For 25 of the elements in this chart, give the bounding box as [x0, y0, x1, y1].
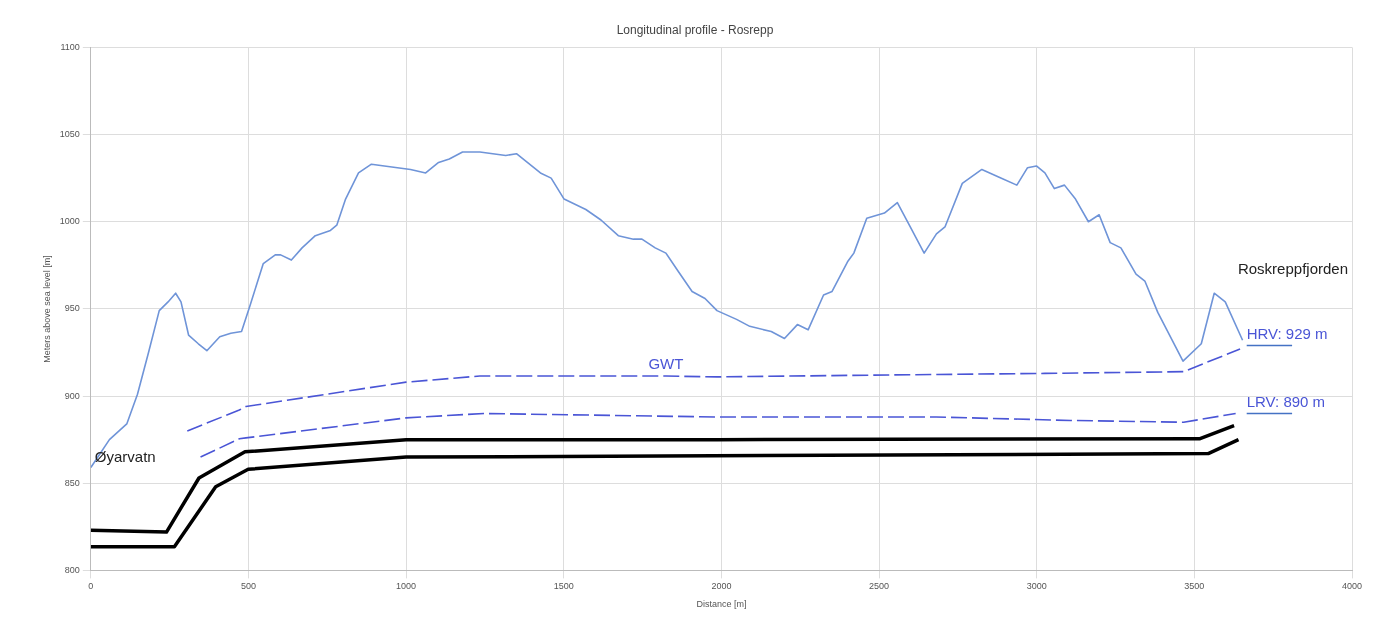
x-axis-title: Distance [m] — [696, 599, 747, 610]
x-tick-label: 4000 — [1341, 581, 1363, 592]
y-tick-label: 1000 — [59, 216, 80, 227]
annotation: LRV: 890 m — [1246, 393, 1326, 411]
y-tick-label: 900 — [64, 390, 80, 401]
y-tick-label: 850 — [64, 477, 80, 488]
x-tick-label: 2000 — [711, 581, 732, 592]
line-series — [186, 348, 1241, 432]
y-tick-label: 800 — [64, 564, 80, 575]
x-tick-label: 500 — [240, 581, 256, 592]
y-tick-label: 950 — [64, 303, 80, 314]
x-tick-label: 2500 — [869, 581, 890, 592]
x-tick-label: 3500 — [1184, 581, 1205, 592]
line-series — [199, 412, 1237, 458]
x-tick-label: 1000 — [396, 581, 417, 592]
x-tick-label: 1500 — [553, 581, 574, 592]
x-tick-label: 0 — [88, 581, 94, 592]
y-axis-title: Meters above sea level [m] — [41, 255, 52, 363]
annotation: HRV: 929 m — [1246, 325, 1328, 343]
y-tick-label: 1100 — [60, 41, 80, 52]
chart-title: Longitudinal profile - Rosrepp — [616, 22, 774, 37]
series-label: GWT — [648, 354, 684, 372]
annotation: Roskreppfjorden — [1237, 260, 1348, 278]
x-tick-label: 3000 — [1026, 581, 1047, 592]
y-tick-label: 1050 — [59, 129, 80, 140]
